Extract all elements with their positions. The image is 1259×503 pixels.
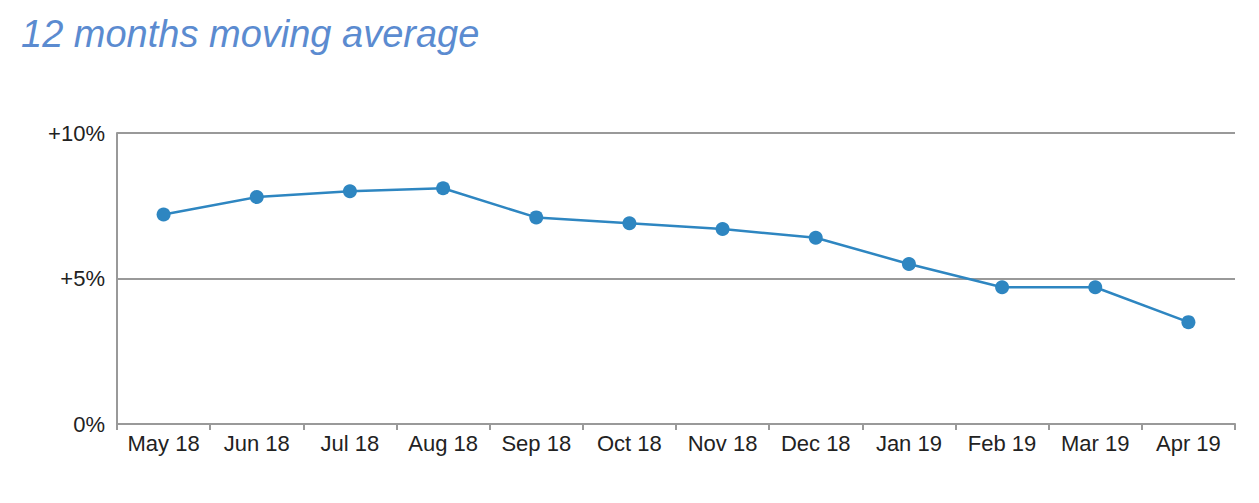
svg-text:May 18: May 18: [128, 431, 200, 456]
svg-text:+10%: +10%: [48, 121, 105, 146]
svg-text:Feb 19: Feb 19: [968, 431, 1036, 456]
svg-text:12 months moving average: 12 months moving average: [21, 13, 479, 55]
svg-text:Apr 19: Apr 19: [1156, 431, 1221, 456]
svg-text:Jun 18: Jun 18: [224, 431, 290, 456]
svg-text:Mar 19: Mar 19: [1061, 431, 1129, 456]
svg-text:Dec 18: Dec 18: [781, 431, 851, 456]
svg-text:Nov 18: Nov 18: [688, 431, 758, 456]
svg-text:Oct 18: Oct 18: [597, 431, 662, 456]
svg-text:+5%: +5%: [60, 266, 105, 291]
svg-text:Sep 18: Sep 18: [501, 431, 571, 456]
svg-text:Jan 19: Jan 19: [876, 431, 942, 456]
svg-text:0%: 0%: [73, 412, 105, 437]
svg-text:Aug 18: Aug 18: [408, 431, 478, 456]
svg-text:Jul 18: Jul 18: [321, 431, 380, 456]
